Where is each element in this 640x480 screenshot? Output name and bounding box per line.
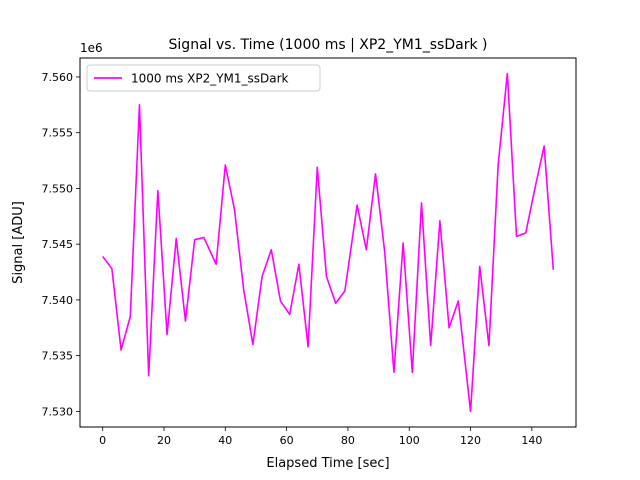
y-tick-label: 7.550: [42, 182, 74, 195]
legend: 1000 ms XP2_YM1_ssDark: [86, 64, 321, 92]
x-tick-label: 60: [280, 434, 294, 447]
x-axis-label: Elapsed Time [sec]: [266, 456, 389, 471]
y-tick-label: 7.535: [42, 350, 74, 363]
y-tick-label: 7.540: [42, 294, 74, 307]
y-axis: 7.530 7.535 7.540 7.545 7.550 7.555 7.560: [42, 71, 80, 418]
x-tick-label: 40: [218, 434, 232, 447]
x-tick-label: 0: [99, 434, 106, 447]
plot-area: [102, 72, 555, 413]
legend-box: [86, 64, 321, 92]
x-axis: 0 20 40 60 80 100 120 140: [99, 427, 542, 447]
y-tick-label: 7.560: [42, 71, 74, 84]
x-tick-label: 140: [521, 434, 542, 447]
x-tick-label: 20: [157, 434, 171, 447]
y-tick-label: 7.530: [42, 405, 74, 418]
plot-frame: [79, 57, 577, 428]
x-tick-label: 120: [460, 434, 481, 447]
y-axis-label: Signal [ADU]: [11, 201, 26, 284]
y-tick-label: 7.545: [42, 238, 74, 251]
y-tick-label: 7.555: [42, 127, 74, 140]
x-tick-label: 100: [399, 434, 420, 447]
legend-entry-label: 1000 ms XP2_YM1_ssDark: [131, 72, 289, 86]
x-tick-label: 80: [341, 434, 355, 447]
series-line: [102, 72, 555, 413]
y-offset-label: 1e6: [80, 41, 103, 55]
chart-title: Signal vs. Time (1000 ms | XP2_YM1_ssDar…: [169, 37, 488, 53]
